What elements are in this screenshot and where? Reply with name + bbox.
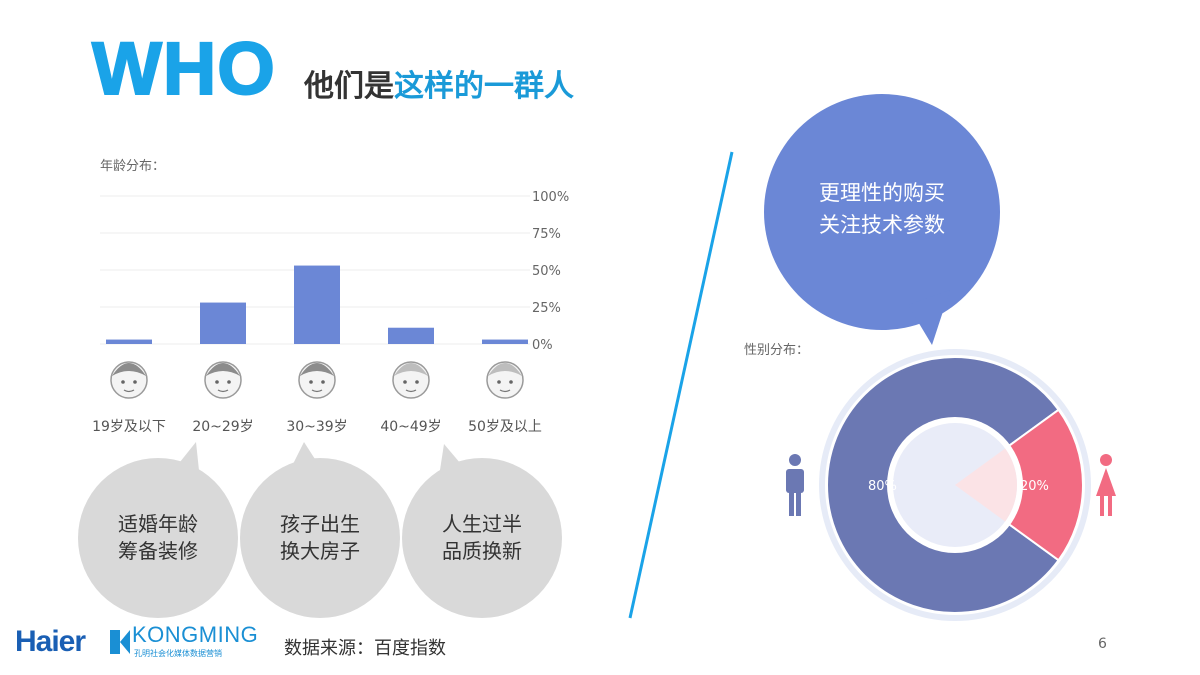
speech-bubble-tail xyxy=(908,290,950,345)
female-icon xyxy=(1096,454,1116,516)
chart-faces xyxy=(110,361,524,399)
age-distribution-label: 年龄分布： xyxy=(100,159,166,174)
gender-distribution-label: 性别分布： xyxy=(744,343,810,358)
x-category-label: 19岁及以下 xyxy=(92,419,166,435)
title-sub-part1: 他们是 xyxy=(304,69,394,104)
bubble-wedding-line2: 筹备装修 xyxy=(118,539,198,563)
kongming-logo-icon xyxy=(110,630,130,654)
pie-outer-ring xyxy=(819,349,1091,621)
y-tick-label: 50% xyxy=(532,264,561,279)
speech-line2: 关注技术参数 xyxy=(819,212,945,237)
male-icon xyxy=(786,454,804,516)
pie-center-female-wedge xyxy=(955,448,1017,522)
y-tick-label: 100% xyxy=(532,190,569,205)
male-percentage: 80% xyxy=(868,479,897,494)
page-number: 6 xyxy=(1098,636,1107,652)
x-category-label: 50岁及以上 xyxy=(468,419,542,435)
speech-bubble-circle xyxy=(764,94,1000,330)
title-subtitle: 他们是这样的一群人 xyxy=(304,72,574,102)
y-tick-label: 25% xyxy=(532,301,561,316)
kongming-tagline: 孔明社会化媒体数据营销 xyxy=(134,649,222,658)
age-face-icon xyxy=(392,361,430,399)
speech-line1: 更理性的购买 xyxy=(819,181,945,205)
bar xyxy=(106,339,152,344)
haier-logo: Haier xyxy=(15,625,86,658)
bubble-children-line1: 孩子出生 xyxy=(280,512,360,536)
speech-text: 更理性的购买 关注技术参数 xyxy=(782,178,982,241)
chart-bars xyxy=(106,265,528,344)
age-face-icon xyxy=(204,361,242,399)
kongming-logo-text: KONGMING xyxy=(132,622,259,647)
data-source: 数据来源：百度指数 xyxy=(284,638,446,659)
age-face-icon xyxy=(298,361,336,399)
bubble-midlife-line2: 品质换新 xyxy=(442,539,522,563)
chart-y-ticks: 0% 25% 50% 75% 100% xyxy=(532,190,569,353)
female-percentage: 20% xyxy=(1020,479,1049,494)
x-category-label: 40~49岁 xyxy=(380,419,441,435)
bubble-children: 孩子出生 换大房子 xyxy=(240,458,400,618)
x-category-label: 20~29岁 xyxy=(192,419,253,435)
age-face-icon xyxy=(110,361,148,399)
bar xyxy=(200,302,246,344)
bar xyxy=(482,339,528,344)
age-face-icon xyxy=(486,361,524,399)
x-category-label: 30~39岁 xyxy=(286,419,347,435)
bubble-wedding: 适婚年龄 筹备装修 xyxy=(78,458,238,618)
bubble-midlife: 人生过半 品质换新 xyxy=(402,458,562,618)
bubble-midlife-line1: 人生过半 xyxy=(442,512,522,536)
y-tick-label: 75% xyxy=(532,227,561,242)
y-tick-label: 0% xyxy=(532,338,553,353)
title-sub-part2: 这样的一群人 xyxy=(394,69,574,104)
title-who: WHO xyxy=(91,27,276,110)
bar xyxy=(294,265,340,344)
bubble-children-line2: 换大房子 xyxy=(280,539,360,563)
age-bar-chart: 0% 25% 50% 75% 100% 19岁及以下 20~29岁 30~39岁 40~49岁… xyxy=(92,190,569,435)
bubble-wedding-line1: 适婚年龄 xyxy=(118,512,198,536)
chart-categories: 19岁及以下 20~29岁 30~39岁 40~49岁 50岁及以上 xyxy=(92,419,542,435)
bar xyxy=(388,327,434,344)
